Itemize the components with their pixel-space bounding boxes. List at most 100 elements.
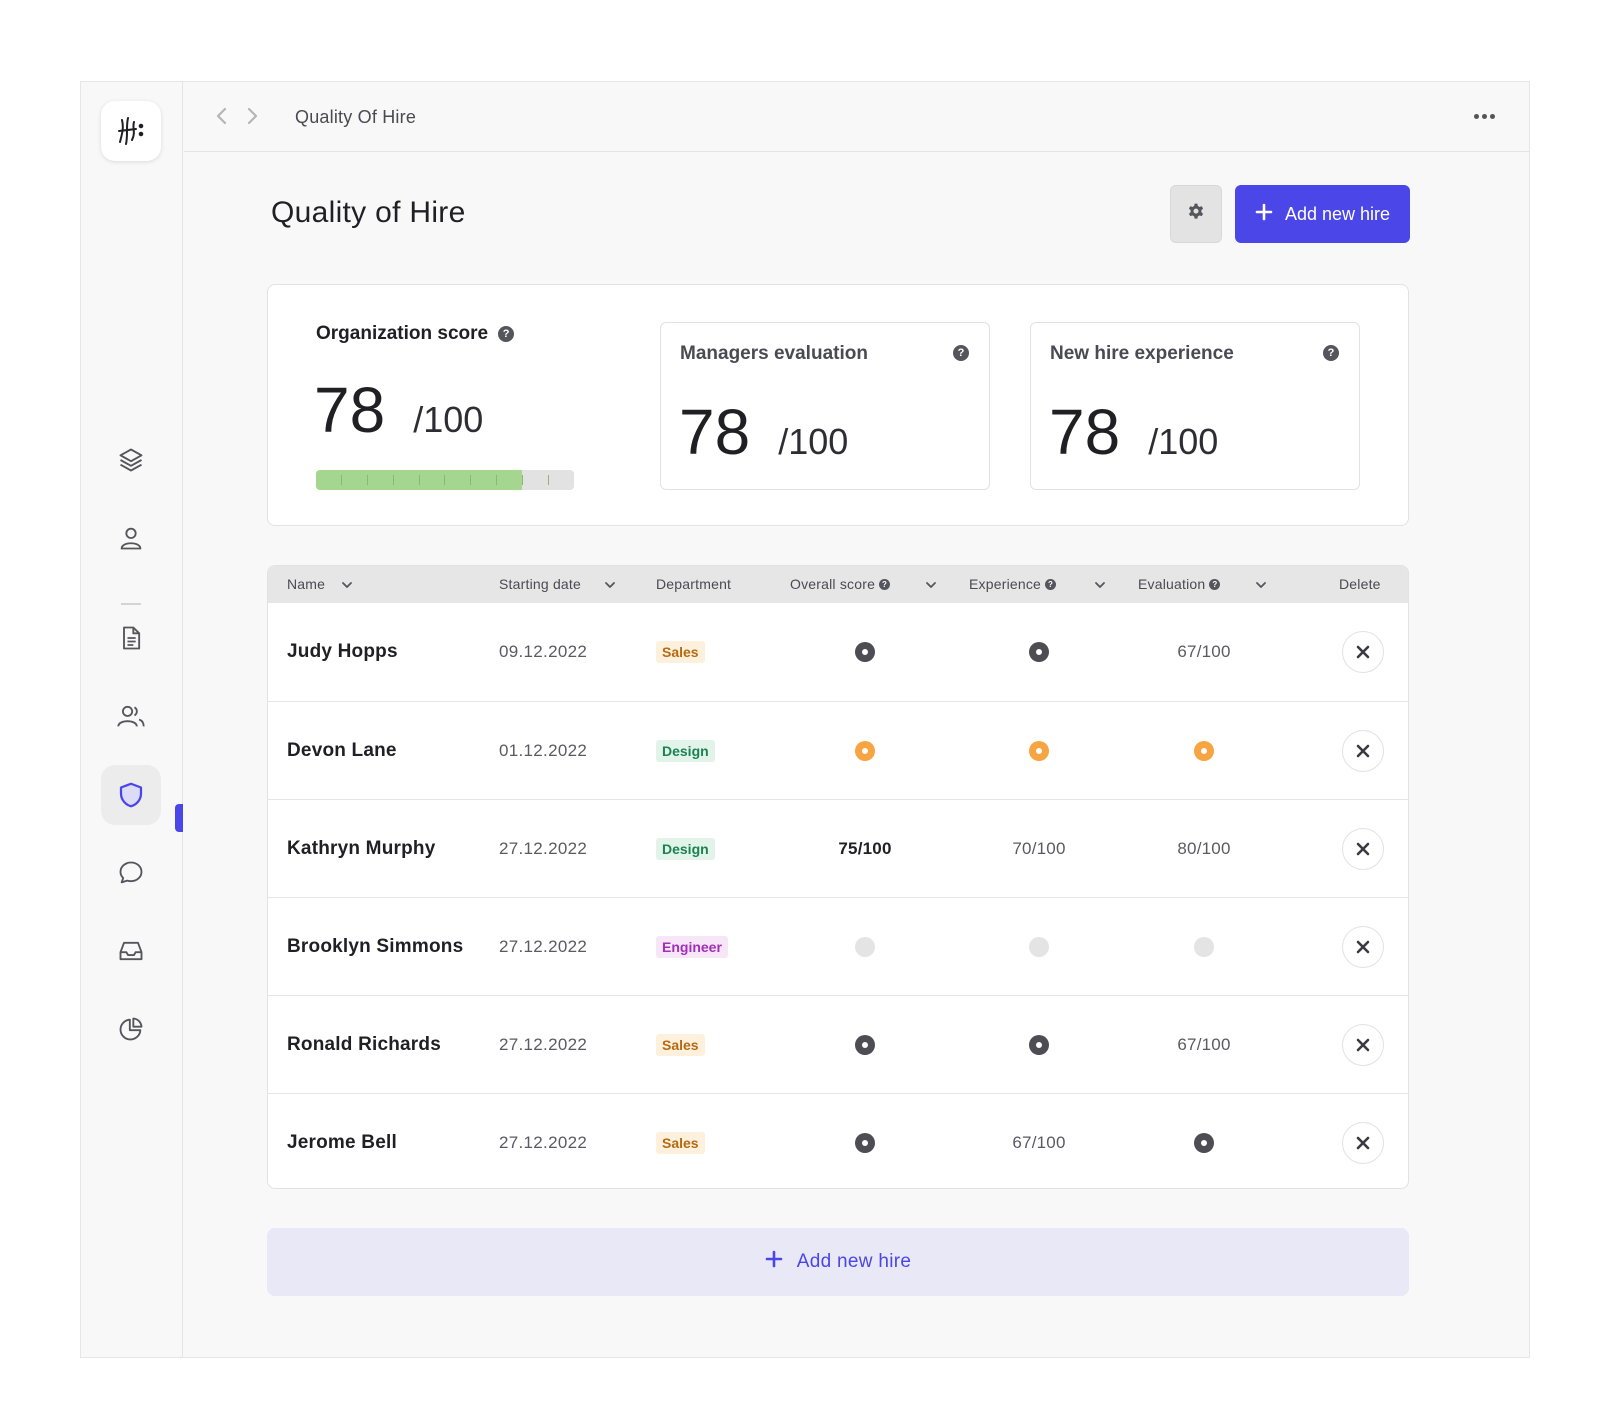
starting-date: 27.12.2022 bbox=[499, 838, 588, 858]
help-icon[interactable]: ? bbox=[1209, 578, 1221, 590]
logo-icon[interactable] bbox=[101, 101, 161, 161]
experience-score: 67/100 bbox=[1012, 1132, 1066, 1152]
new-hire-experience-denominator: /100 bbox=[1148, 421, 1219, 462]
column-department-label: Department bbox=[656, 576, 732, 592]
hire-name: Jerome Bell bbox=[287, 1131, 397, 1153]
hire-name: Devon Lane bbox=[287, 739, 397, 761]
table-row[interactable]: Brooklyn Simmons 27.12.2022 Engineer bbox=[268, 897, 1408, 995]
chevron-down-icon bbox=[342, 582, 352, 588]
department-badge: Sales bbox=[656, 1033, 705, 1056]
new-hire-experience-card: New hire experience ? 78 /100 bbox=[1030, 322, 1360, 490]
document-icon[interactable] bbox=[101, 608, 161, 668]
status-complete-icon bbox=[855, 642, 875, 662]
sidebar-divider bbox=[121, 603, 141, 605]
column-delete: Delete bbox=[1339, 576, 1381, 592]
more-icon[interactable] bbox=[1469, 104, 1499, 128]
evaluation-score: 67/100 bbox=[1177, 1034, 1231, 1054]
app-window: Quality Of Hire Quality of Hire Add new … bbox=[80, 81, 1530, 1358]
organization-score-value: 78 /100 bbox=[314, 373, 483, 447]
starting-date: 01.12.2022 bbox=[499, 740, 588, 760]
scores-card: Organization score ? 78 /100 Managers ev… bbox=[267, 284, 1409, 526]
close-icon bbox=[1356, 645, 1370, 659]
hire-name: Brooklyn Simmons bbox=[287, 935, 464, 957]
column-starting-date[interactable]: Starting date bbox=[499, 576, 615, 592]
pie-chart-icon[interactable] bbox=[101, 999, 161, 1059]
column-name[interactable]: Name bbox=[287, 576, 352, 592]
overall-score: 75/100 bbox=[838, 838, 892, 858]
starting-date: 27.12.2022 bbox=[499, 1034, 588, 1054]
starting-date: 09.12.2022 bbox=[499, 642, 588, 661]
evaluation-score: 67/100 bbox=[1177, 642, 1231, 661]
column-department[interactable]: Department bbox=[656, 576, 731, 592]
managers-evaluation-denominator: /100 bbox=[778, 421, 849, 462]
column-starting-date-label: Starting date bbox=[499, 576, 581, 592]
column-evaluation-label: Evaluation bbox=[1138, 576, 1206, 592]
status-empty-icon bbox=[1029, 936, 1049, 957]
delete-button[interactable] bbox=[1342, 1023, 1384, 1066]
column-experience[interactable]: Experience ? bbox=[969, 576, 1105, 592]
chevron-down-icon bbox=[1095, 582, 1105, 588]
table-row[interactable]: Judy Hopps 09.12.2022 Sales 67/100 bbox=[268, 603, 1408, 701]
settings-button[interactable] bbox=[1170, 185, 1222, 243]
inbox-icon[interactable] bbox=[101, 921, 161, 981]
chat-icon[interactable] bbox=[101, 843, 161, 903]
starting-date: 27.12.2022 bbox=[499, 936, 588, 956]
status-complete-icon bbox=[855, 1132, 875, 1153]
delete-button[interactable] bbox=[1342, 631, 1384, 673]
plus-icon bbox=[765, 1250, 783, 1274]
managers-evaluation-value: 78 /100 bbox=[679, 395, 848, 469]
organization-score-denominator: /100 bbox=[413, 399, 484, 440]
column-name-label: Name bbox=[287, 576, 326, 592]
shield-icon[interactable] bbox=[101, 765, 161, 825]
layers-icon[interactable] bbox=[101, 430, 161, 490]
chevron-left-icon[interactable] bbox=[210, 104, 234, 128]
status-complete-icon bbox=[855, 1034, 875, 1055]
organization-score-progress bbox=[316, 470, 574, 490]
help-icon[interactable]: ? bbox=[498, 326, 515, 342]
status-pending-icon bbox=[1029, 740, 1049, 761]
user-icon[interactable] bbox=[101, 508, 161, 568]
help-icon[interactable]: ? bbox=[1045, 578, 1057, 590]
new-hire-experience-number: 78 bbox=[1049, 396, 1121, 468]
add-new-hire-bar-button[interactable]: Add new hire bbox=[267, 1228, 1409, 1296]
users-icon[interactable] bbox=[101, 686, 161, 746]
column-evaluation[interactable]: Evaluation ? bbox=[1138, 576, 1266, 592]
department-badge: Design bbox=[656, 837, 715, 860]
delete-button[interactable] bbox=[1342, 1121, 1384, 1164]
chevron-down-icon bbox=[1256, 582, 1266, 588]
chevron-right-icon[interactable] bbox=[240, 104, 264, 128]
table-row[interactable]: Ronald Richards 27.12.2022 Sales 67/100 bbox=[268, 995, 1408, 1093]
status-pending-icon bbox=[1194, 740, 1214, 761]
experience-score: 70/100 bbox=[1012, 838, 1066, 858]
column-overall-score[interactable]: Overall score ? bbox=[790, 576, 936, 592]
help-icon[interactable]: ? bbox=[879, 578, 891, 590]
organization-score-heading: Organization score ? bbox=[316, 323, 515, 345]
table-row[interactable]: Jerome Bell 27.12.2022 Sales 67/100 bbox=[268, 1093, 1408, 1188]
table-header: Name Starting date Department Overall sc… bbox=[268, 566, 1408, 603]
status-pending-icon bbox=[855, 740, 875, 761]
organization-score-number: 78 bbox=[314, 374, 386, 446]
breadcrumb: Quality Of Hire bbox=[295, 107, 417, 127]
progress-ticks bbox=[316, 470, 574, 490]
delete-button[interactable] bbox=[1342, 925, 1384, 968]
help-icon[interactable]: ? bbox=[1323, 345, 1339, 361]
table-row[interactable]: Kathryn Murphy 27.12.2022 Design 75/100 70/1… bbox=[268, 799, 1408, 897]
close-icon bbox=[1356, 940, 1370, 953]
managers-evaluation-label: Managers evaluation bbox=[680, 343, 868, 364]
close-icon bbox=[1356, 744, 1370, 757]
delete-button[interactable] bbox=[1342, 827, 1384, 870]
column-delete-label: Delete bbox=[1339, 576, 1381, 592]
delete-button[interactable] bbox=[1342, 729, 1384, 772]
add-new-hire-button[interactable]: Add new hire bbox=[1235, 185, 1410, 243]
sidebar bbox=[81, 82, 183, 1357]
hire-name: Ronald Richards bbox=[287, 1033, 441, 1055]
status-empty-icon bbox=[1194, 936, 1214, 957]
help-icon[interactable]: ? bbox=[953, 345, 969, 361]
plus-icon bbox=[1255, 203, 1273, 226]
department-badge: Design bbox=[656, 739, 715, 762]
table-row[interactable]: Devon Lane 01.12.2022 Design bbox=[268, 701, 1408, 799]
organization-score-label: Organization score bbox=[316, 323, 489, 344]
history-navigation bbox=[210, 104, 264, 128]
add-new-hire-label: Add new hire bbox=[1284, 203, 1391, 224]
department-badge: Sales bbox=[656, 641, 705, 663]
